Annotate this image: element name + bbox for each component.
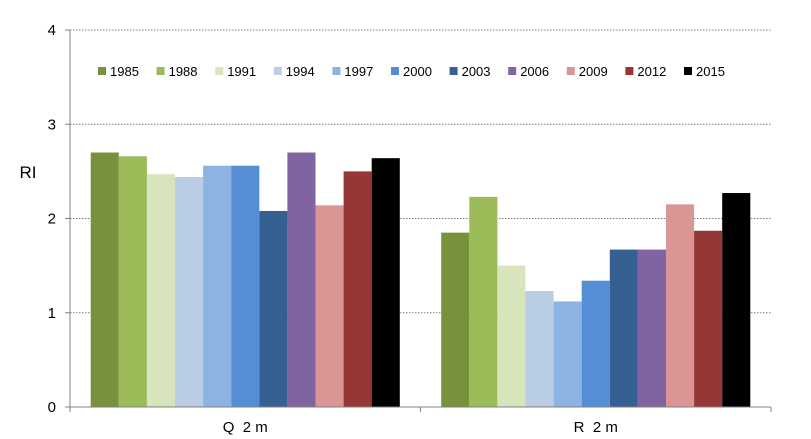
bar-1997-1: [203, 165, 232, 407]
legend-label-1985: 1985: [110, 64, 139, 79]
bar-2009-1: [315, 205, 344, 407]
legend-swatch-1991: [215, 67, 224, 75]
legend-label-2012: 2012: [637, 64, 666, 79]
bar-1994-1: [175, 177, 204, 407]
bar-2006-2: [637, 249, 666, 407]
legend-swatch-2003: [449, 67, 458, 75]
bar-2012-1: [343, 171, 372, 408]
legend-label-2000: 2000: [403, 64, 432, 79]
legend: 1985 1988 1991 1994 1997 2000 2003 2006 2009 2012…: [98, 64, 725, 79]
legend-swatch-1997: [332, 67, 341, 75]
legend-label-1988: 1988: [169, 64, 198, 79]
bar-1997-2: [553, 301, 582, 407]
legend-swatch-2000: [391, 67, 399, 75]
bar-1985-2: [441, 232, 470, 407]
bar-2006-1: [287, 152, 316, 407]
bar-1988-1: [118, 156, 147, 407]
bar-2000-1: [231, 165, 260, 407]
x-tick-label: R 2 m: [574, 419, 618, 436]
legend-swatch-2012: [625, 67, 634, 75]
legend-swatch-2009: [566, 67, 575, 75]
x-tick-label: Q 2 m: [223, 419, 268, 436]
legend-swatch-2006: [508, 67, 517, 75]
bar-1991-1: [146, 174, 175, 407]
bar-2012-2: [694, 230, 723, 407]
legend-label-2015: 2015: [696, 64, 725, 79]
bar-2015-1: [371, 158, 400, 407]
bar-1988-2: [469, 196, 498, 407]
y-tick-label: 0: [48, 399, 56, 416]
legend-label-1991: 1991: [227, 64, 256, 79]
legend-label-2009: 2009: [579, 64, 608, 79]
bars: [90, 152, 751, 408]
legend-label-1997: 1997: [344, 64, 373, 79]
bar-1991-2: [497, 265, 526, 408]
legend-swatch-2015: [684, 67, 692, 75]
bar-2003-1: [259, 210, 288, 407]
legend-swatch-1988: [156, 67, 165, 75]
bar-2015-2: [722, 193, 751, 407]
legend-swatch-1994: [273, 67, 282, 75]
legend-label-2006: 2006: [520, 64, 549, 79]
y-axis-label: RI: [20, 163, 37, 182]
y-tick-label: 1: [48, 305, 56, 322]
bar-1985-1: [90, 152, 119, 407]
bar-2000-2: [581, 280, 610, 407]
y-tick-label: 3: [48, 116, 56, 133]
axes: 0 1 2 3 4 Q 2 m R 2 m: [48, 22, 772, 436]
bar-1994-2: [525, 291, 554, 407]
legend-label-1994: 1994: [286, 64, 315, 79]
legend-swatch-1985: [98, 67, 106, 75]
y-tick-label: 2: [48, 211, 56, 228]
y-tick-label: 4: [48, 22, 56, 39]
bar-2009-2: [666, 204, 695, 407]
bar-2003-2: [609, 249, 638, 407]
legend-label-2003: 2003: [462, 64, 491, 79]
